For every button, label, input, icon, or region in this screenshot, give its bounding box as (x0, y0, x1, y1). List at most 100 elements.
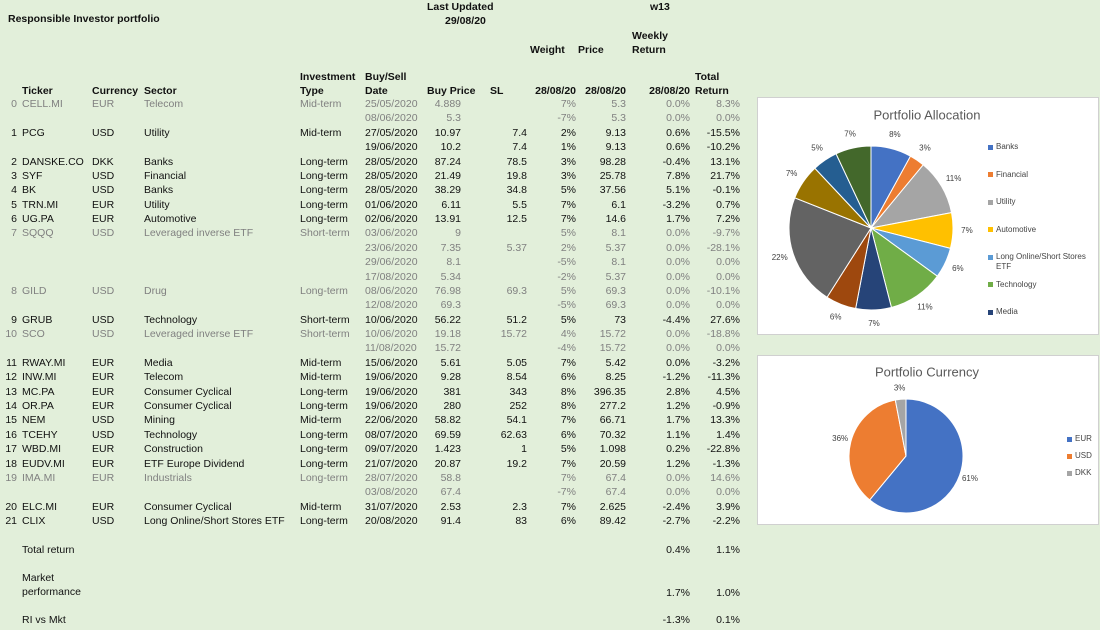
table-cell: -5% (557, 299, 576, 312)
table-cell: 21 (5, 515, 17, 528)
table-cell: 0.0% (666, 356, 690, 369)
table-cell: Banks (144, 155, 174, 168)
slice-label: 6% (952, 264, 964, 273)
table-cell: 19.2 (506, 457, 527, 470)
table-cell: 67.4 (440, 486, 461, 499)
table-cell: 0.0% (716, 256, 740, 269)
legend-label: Banks (996, 142, 1019, 151)
table-cell: 5.3 (446, 112, 461, 125)
table-cell: -0.4% (662, 155, 690, 168)
table-cell: 19/06/2020 (365, 399, 418, 412)
table-cell: 56.22 (434, 313, 461, 326)
table-cell: 3% (560, 155, 576, 168)
table-cell: Long-term (300, 471, 348, 484)
table-cell: 252 (509, 399, 527, 412)
table-cell: 9.28 (440, 371, 461, 384)
table-cell: Mid-term (300, 126, 342, 139)
table-cell: 9.13 (605, 126, 626, 139)
table-cell: -22.8% (706, 443, 740, 456)
table-cell: DKK (92, 155, 114, 168)
legend-swatch (988, 254, 993, 260)
table-cell: Telecom (144, 98, 184, 110)
table-cell: Industrials (144, 471, 192, 484)
table-cell: -1.2% (662, 371, 690, 384)
summary-value: -1.3% (662, 614, 690, 626)
table-cell: 8% (560, 399, 576, 412)
column-header: Investment Type (300, 71, 356, 97)
table-cell: 9 (455, 227, 461, 240)
table-cell: NEM (22, 414, 46, 427)
table-cell: EUR (92, 500, 115, 513)
table-cell: 20.87 (434, 457, 461, 470)
table-cell: 12.5 (506, 213, 527, 226)
table-cell: 1.7% (666, 213, 690, 226)
table-cell: -9.7% (712, 227, 740, 240)
table-cell: 73 (614, 313, 626, 326)
table-cell: 13 (5, 385, 17, 398)
legend-label: Technology (996, 279, 1037, 289)
table-cell: 20/08/2020 (365, 515, 418, 528)
table-cell: Consumer Cyclical (144, 399, 232, 412)
table-cell: EUR (92, 471, 115, 484)
table-cell: 66.71 (599, 414, 626, 427)
table-cell: MC.PA (22, 385, 55, 398)
table-cell: EUR (92, 356, 115, 369)
table-cell: Long-term (300, 399, 348, 412)
table-cell: 7.35 (440, 241, 461, 254)
pie-slice (894, 398, 907, 457)
table-cell: 89.42 (599, 515, 626, 528)
table-cell: 280 (443, 399, 461, 412)
table-cell: 4% (560, 328, 576, 341)
summary-value: 1.7% (666, 587, 690, 599)
table-cell: EUR (92, 399, 115, 412)
table-cell: 343 (509, 385, 527, 398)
table-cell: BK (22, 184, 37, 197)
table-cell: 0.0% (666, 256, 690, 269)
table-cell: SQQQ (22, 227, 54, 240)
table-cell: 0.0% (666, 241, 690, 254)
table-cell: OR.PA (22, 399, 54, 412)
table-cell: 14.6 (605, 213, 626, 226)
table-cell: 6% (560, 371, 576, 384)
slice-label: 11% (946, 174, 961, 183)
table-cell: 19 (5, 471, 17, 484)
table-cell: 5.37 (605, 241, 626, 254)
pie-slice (868, 398, 964, 514)
table-cell: Drug (144, 284, 167, 297)
slice-label: 61% (962, 474, 978, 483)
table-cell: 7% (560, 471, 576, 484)
sheet-title: Responsible Investor portfolio (8, 13, 160, 25)
last-updated: 29/08/20 (445, 15, 486, 27)
table-cell: Consumer Cyclical (144, 500, 232, 513)
legend-label: EUR (1075, 434, 1092, 443)
summary-value: 0.4% (666, 544, 690, 556)
legend-label: Automotive (996, 224, 1037, 234)
table-cell: 3% (560, 169, 576, 182)
table-cell: 5% (560, 443, 576, 456)
table-cell: 9 (11, 313, 17, 326)
table-cell: Long-term (300, 457, 348, 470)
legend-label: Long Online/Short Stores ETF (996, 252, 1086, 271)
table-cell: 20 (5, 500, 17, 513)
table-cell: -18.8% (706, 328, 740, 341)
table-cell: -7% (557, 112, 576, 125)
table-cell: 15.72 (434, 342, 461, 355)
pie-chart: Portfolio Currency 61% 36% 3% (832, 364, 980, 514)
table-cell: 17/08/2020 (365, 270, 418, 283)
table-cell: -4% (557, 342, 576, 355)
table-cell: Mid-term (300, 414, 342, 427)
table-cell: 6 (11, 213, 17, 226)
table-cell: 19.18 (434, 328, 461, 341)
summary-value: 0.1% (716, 614, 740, 626)
table-cell: 0.0% (666, 299, 690, 312)
legend-swatch (988, 144, 993, 150)
table-cell: 10/06/2020 (365, 328, 418, 341)
slice-label: 36% (832, 434, 848, 443)
table-cell: -1.3% (712, 457, 740, 470)
table-cell: 0.0% (716, 342, 740, 355)
table-cell: 69.3 (440, 299, 461, 312)
table-cell: 67.4 (605, 471, 626, 484)
table-cell: 69.3 (605, 299, 626, 312)
table-cell: 0 (11, 98, 17, 110)
